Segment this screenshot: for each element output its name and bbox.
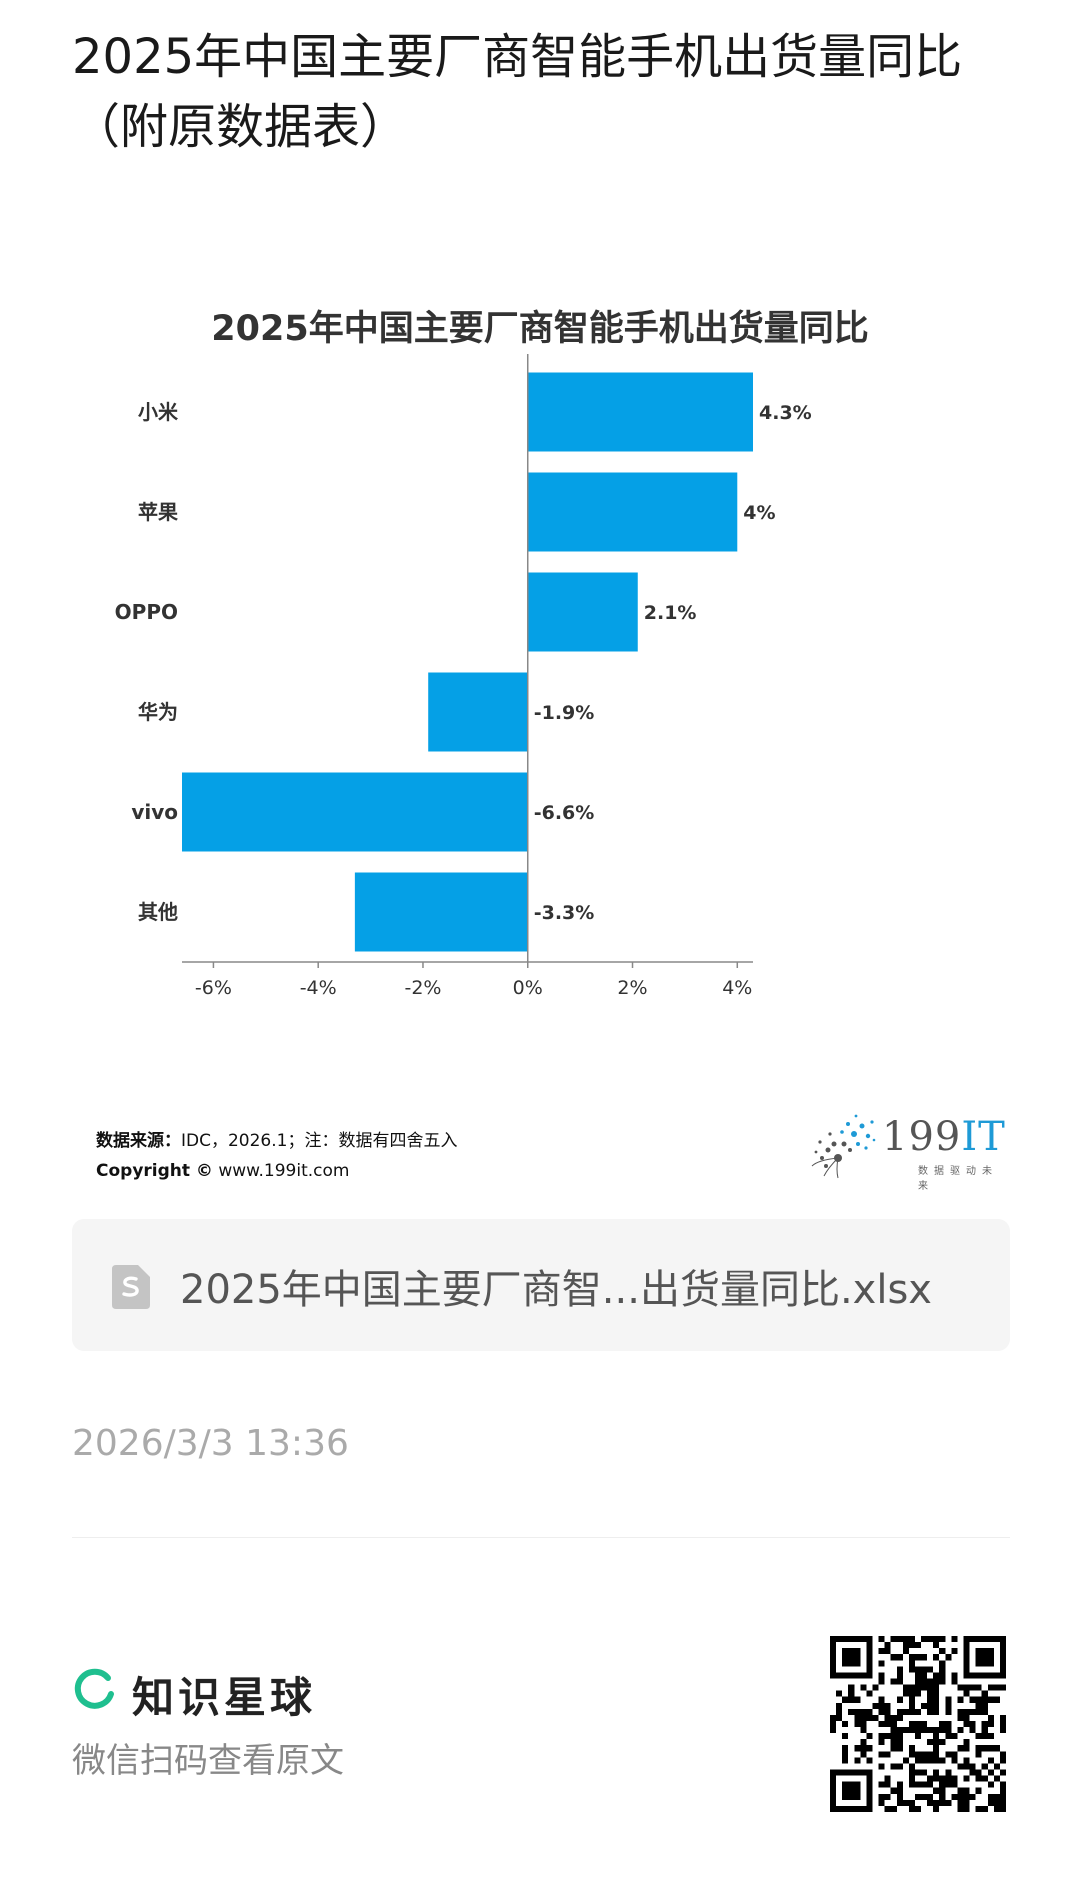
bar-chart: 小米 4.3% 苹果 4% OPPO 2.1% 华为 -1.9% vivo -6.6% 其他 -3.3…	[115, 354, 812, 999]
copyright-site: www.199it.com	[218, 1161, 350, 1181]
data-label-0: 4.3%	[759, 402, 812, 424]
copyright-label: Copyright ©	[96, 1161, 213, 1181]
bar-3	[428, 672, 528, 752]
scan-hint: 微信扫码查看原文	[72, 1741, 344, 1781]
category-label-3: 华为	[138, 700, 178, 724]
attachment-file-card[interactable]: 2025年中国主要厂商智...出货量同比.xlsx	[72, 1219, 1010, 1351]
source-text: IDC，2026.1；注：数据有四舍五入	[181, 1131, 458, 1151]
x-tick-label-4: 2%	[617, 977, 647, 999]
category-label-2: OPPO	[115, 600, 178, 624]
post-timestamp: 2026/3/3 13:36	[72, 1423, 349, 1464]
planet-ring-icon	[74, 1668, 114, 1709]
dandelion-logo-icon	[811, 1114, 876, 1179]
category-label-0: 小米	[138, 400, 179, 424]
bar-4	[182, 772, 528, 852]
data-label-4: -6.6%	[534, 802, 595, 824]
attachment-file-name[interactable]: 2025年中国主要厂商智...出货量同比.xlsx	[180, 1267, 932, 1313]
x-tick-label-2: -2%	[404, 977, 441, 999]
brand-name-accent: IT	[961, 1114, 1006, 1160]
source-label: 数据来源：	[96, 1131, 181, 1151]
data-label-3: -1.9%	[534, 702, 595, 724]
category-label-5: 其他	[138, 900, 178, 924]
divider	[72, 1537, 1010, 1538]
x-tick-label-1: -4%	[300, 977, 337, 999]
app-name: 知识星球	[132, 1673, 317, 1722]
x-tick-label-3: 0%	[513, 977, 543, 999]
chart-title: 2025年中国主要厂商智能手机出货量同比	[211, 309, 869, 349]
data-label-2: 2.1%	[644, 602, 697, 624]
brand-name-main: 199	[882, 1114, 962, 1160]
x-tick-label-0: -6%	[195, 977, 232, 999]
source-block: 数据来源：IDC，2026.1；注：数据有四舍五入 Copyright © ww…	[96, 1126, 457, 1186]
chart-card: 小米 4.3% 苹果 4% OPPO 2.1% 华为 -1.9% vivo -6.6% 其他 -3.3…	[72, 280, 1008, 1200]
spreadsheet-file-icon	[112, 1265, 150, 1309]
category-label-1: 苹果	[138, 500, 178, 524]
bar-2	[527, 572, 638, 652]
qr-code-icon[interactable]	[830, 1636, 1006, 1812]
brand-name: 199IT	[882, 1114, 1006, 1160]
data-label-5: -3.3%	[534, 902, 595, 924]
post-title: 2025年中国主要厂商智能手机出货量同比（附原数据表）	[72, 29, 963, 155]
bar-5	[354, 872, 528, 952]
category-label-4: vivo	[131, 800, 178, 824]
bar-1	[527, 472, 738, 552]
brand-slogan: 数据驱动未来	[918, 1166, 998, 1192]
x-tick-label-5: 4%	[722, 977, 752, 999]
brand-logo: 199IT 数据驱动未来	[808, 1110, 1008, 1192]
bar-0	[527, 372, 753, 452]
data-label-1: 4%	[743, 502, 775, 524]
